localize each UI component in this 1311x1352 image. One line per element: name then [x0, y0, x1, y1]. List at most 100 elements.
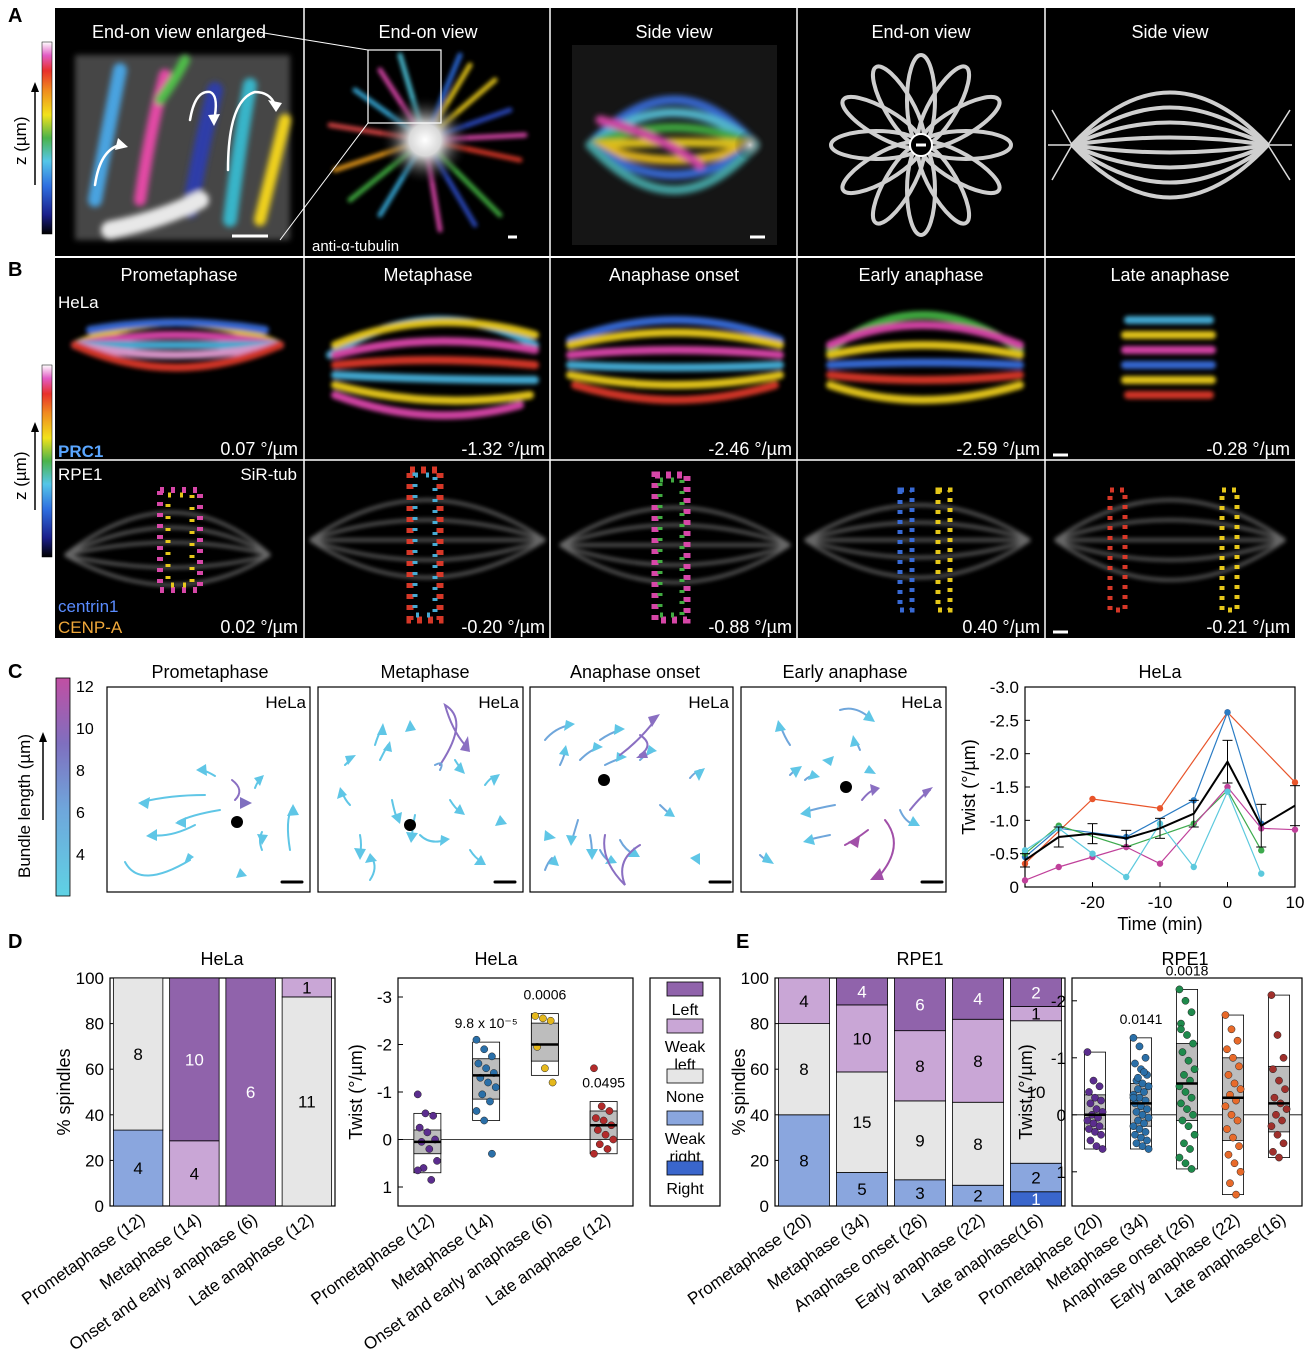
box-point — [1233, 1036, 1242, 1045]
box-point — [1281, 1085, 1289, 1094]
bar-segment — [836, 1172, 888, 1207]
bar-segment — [1010, 1162, 1062, 1193]
legend-label: Right — [666, 1181, 704, 1198]
box-ytick-label: -2 — [377, 1036, 392, 1055]
panel-c: 12 10 8 6 4 Bundle length (µm) Prometaph… — [15, 662, 1304, 934]
box-point — [486, 1097, 494, 1106]
length-colorbar — [55, 677, 71, 897]
box-point — [603, 1145, 612, 1153]
colorbar-tick-10: 10 — [76, 721, 94, 738]
panel-letter-d: D — [8, 931, 22, 953]
bar-segment — [169, 1140, 220, 1207]
bar-segment — [281, 996, 333, 1207]
c-box-anaphase-onset — [529, 686, 734, 893]
bar-ytick-label: 100 — [76, 969, 104, 988]
box-point — [1273, 1130, 1282, 1139]
box-point — [478, 1090, 487, 1099]
e-bar-ylabel: % spindles — [729, 1048, 749, 1135]
hela-metaphase-image — [326, 315, 539, 420]
legend-swatch — [666, 981, 704, 997]
box-point — [1272, 1110, 1280, 1119]
c-line-ytick-label: 0 — [1010, 878, 1019, 897]
bar-segment — [1010, 977, 1062, 1007]
bar-segment-label: 8 — [799, 1060, 808, 1079]
box-point — [595, 1140, 604, 1149]
bar-ytick-label: 60 — [750, 1060, 769, 1079]
c-line-ytick-label: -2.5 — [990, 711, 1019, 730]
c-line-point — [1156, 860, 1164, 867]
c-cell-3: HeLa — [688, 693, 729, 712]
box-point — [1181, 996, 1190, 1005]
c-line-point — [1291, 826, 1299, 833]
c-line-point — [1224, 783, 1231, 791]
c-title-4: Early anaphase — [782, 662, 907, 682]
e-box-ylabel: Twist (°/µm) — [1016, 1044, 1036, 1140]
box-point — [1143, 1136, 1151, 1145]
box-point — [1089, 1076, 1098, 1085]
c-line-point — [1021, 847, 1029, 854]
box-point — [601, 1130, 610, 1139]
box-point — [1267, 1122, 1276, 1131]
hela-spindles — [71, 311, 1216, 420]
hela-twist-1: 0.07 °/µm — [220, 439, 298, 459]
a-title-1: End-on view enlarged — [92, 22, 266, 42]
bar-segment-label: 1 — [1031, 1005, 1040, 1024]
box-point — [472, 1035, 481, 1044]
d-bar-title: HeLa — [200, 949, 244, 969]
c-line-point — [1190, 863, 1197, 871]
box-point — [1141, 1128, 1150, 1136]
bar-ytick-label: 100 — [741, 969, 769, 988]
legend-swatch — [666, 1018, 704, 1034]
rpe-twist-3: -0.88 °/µm — [708, 617, 792, 637]
bar-segment-label: 8 — [133, 1045, 142, 1064]
box-point — [1190, 1130, 1199, 1139]
box-point — [1141, 1053, 1150, 1062]
bar-segment — [836, 977, 888, 1006]
box-point — [1221, 1102, 1230, 1111]
bar-segment-label: 9 — [915, 1131, 924, 1150]
box-point — [1221, 1011, 1230, 1019]
box-point — [423, 1128, 432, 1137]
box-point — [609, 1135, 618, 1144]
bar-segment-label: 5 — [857, 1180, 866, 1199]
box-point — [1232, 1190, 1240, 1199]
c-title-2: Metaphase — [380, 662, 469, 682]
hela-early-anaphase-image — [826, 311, 1024, 404]
box-point — [1086, 1136, 1095, 1145]
box-point — [1143, 1105, 1151, 1113]
c-line-title: HeLa — [1138, 662, 1182, 682]
box-point — [546, 1016, 555, 1025]
box-point — [433, 1157, 441, 1165]
b-title-3: Anaphase onset — [609, 265, 739, 285]
legend-label: None — [666, 1089, 704, 1106]
panel-letter-c: C — [8, 661, 22, 683]
panel-b: Prometaphase Metaphase Anaphase onset Ea… — [11, 258, 1295, 638]
box-ytick-label: -1 — [1051, 1049, 1066, 1068]
c-line-ylabel: Twist (°/µm) — [959, 739, 979, 835]
box-point — [1177, 1025, 1185, 1034]
box-point — [1224, 1150, 1233, 1159]
legend-box — [649, 977, 721, 1207]
c-title-3: Anaphase onset — [570, 662, 700, 682]
box-point — [1230, 1159, 1239, 1168]
bar-segment-label: 2 — [1031, 983, 1040, 1002]
box-point — [1233, 1116, 1242, 1125]
box-ytick-label: 0 — [1057, 1106, 1066, 1125]
bar-segment — [894, 1179, 946, 1207]
box-point — [1235, 1142, 1243, 1151]
end-on-schematic — [829, 53, 1013, 237]
box-ytick-label: 0 — [383, 1131, 392, 1150]
box-point — [425, 1145, 434, 1153]
box-point — [1269, 1148, 1277, 1156]
box-pvalue: 0.0495 — [582, 1075, 625, 1091]
legend-swatch — [666, 1068, 704, 1084]
c-line-point — [1291, 779, 1299, 786]
box-point — [1097, 1096, 1105, 1105]
box-point — [1236, 1085, 1245, 1094]
box-iqr — [530, 1022, 559, 1062]
a-title-2: End-on view — [378, 22, 478, 42]
panel-letter-a: A — [8, 5, 22, 27]
box-point — [1135, 1042, 1144, 1051]
colorbar-tick-8: 8 — [76, 763, 85, 780]
